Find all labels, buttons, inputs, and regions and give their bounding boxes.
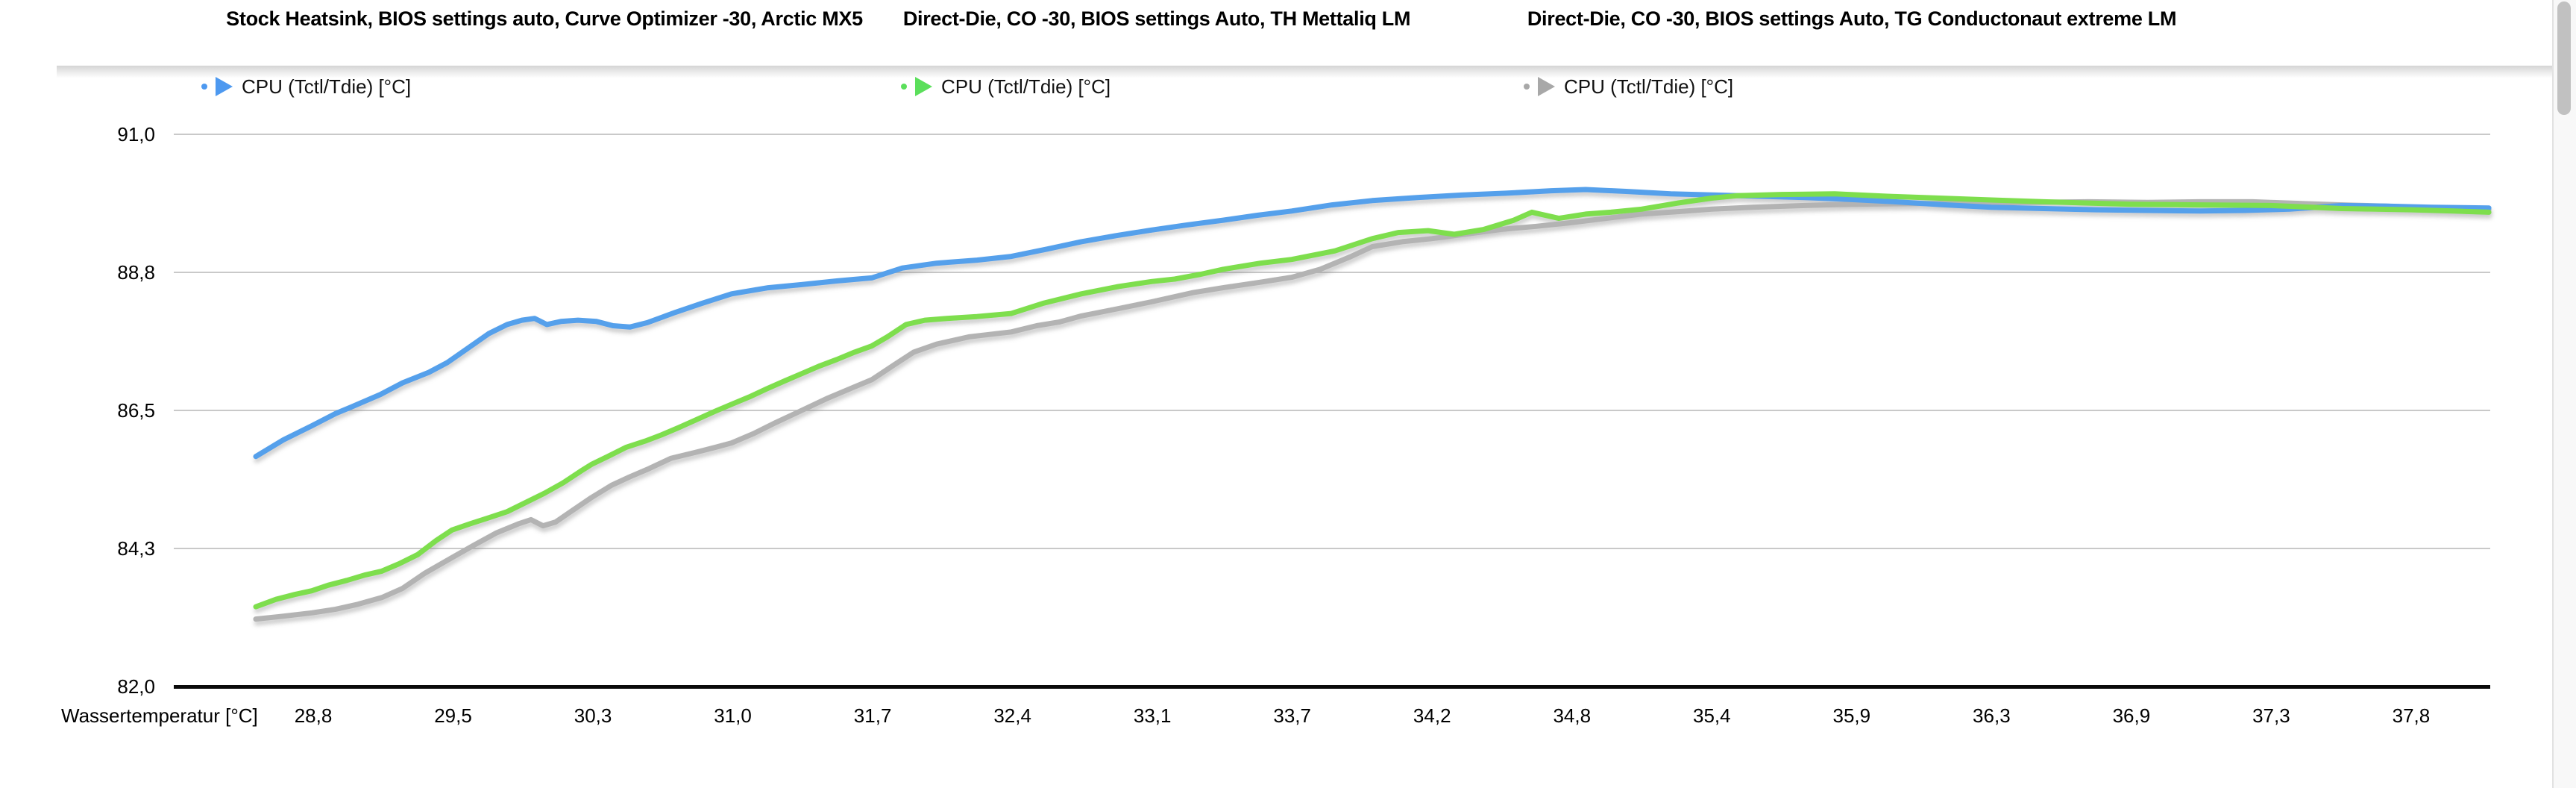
x-axis-tick-label: 37,3 bbox=[2252, 704, 2290, 727]
legend-dot-icon bbox=[901, 84, 907, 90]
legend-label: CPU (Tctl/Tdie) [°C] bbox=[1564, 75, 1734, 98]
legend-play-triangle-icon bbox=[915, 77, 932, 96]
gridline bbox=[174, 548, 2490, 549]
vertical-scrollbar-track[interactable] bbox=[2552, 0, 2576, 788]
legend-dot-icon bbox=[201, 84, 207, 90]
x-axis-tick-label: 35,4 bbox=[1692, 704, 1731, 727]
x-axis-tick-label: 33,1 bbox=[1133, 704, 1172, 727]
series-line-blue-stock-heatsink bbox=[253, 187, 2492, 460]
x-axis-tick-label: 34,8 bbox=[1553, 704, 1592, 727]
x-axis-tick-label: 36,9 bbox=[2112, 704, 2151, 727]
series-line-green-th-mettaliq bbox=[253, 191, 2492, 610]
legend-3[interactable]: CPU (Tctl/Tdie) [°C] bbox=[1524, 74, 1733, 99]
x-axis-tick-label: 28,8 bbox=[294, 704, 333, 727]
chart-title-2: Direct-Die, CO -30, BIOS settings Auto, … bbox=[902, 7, 1411, 30]
y-axis-tick-label: 88,8 bbox=[117, 261, 155, 284]
y-axis-tick-label: 84,3 bbox=[117, 537, 155, 560]
gridline bbox=[174, 134, 2490, 135]
x-axis-tick-label: 31,7 bbox=[853, 704, 892, 727]
legend-label: CPU (Tctl/Tdie) [°C] bbox=[941, 75, 1111, 98]
legend-play-triangle-icon bbox=[1538, 77, 1555, 96]
y-axis-tick-label: 91,0 bbox=[117, 123, 155, 146]
legend-dot-icon bbox=[1524, 84, 1530, 90]
x-axis-tick-label: 30,3 bbox=[574, 704, 612, 727]
x-axis-tick-label: 31,0 bbox=[714, 704, 752, 727]
x-axis-line bbox=[174, 685, 2490, 689]
x-axis-tick-label: 32,4 bbox=[993, 704, 1031, 727]
y-axis-tick-label: 82,0 bbox=[117, 675, 155, 698]
chart-title-3: Direct-Die, CO -30, BIOS settings Auto, … bbox=[1527, 7, 2177, 30]
chart-title-1: Stock Heatsink, BIOS settings auto, Curv… bbox=[226, 7, 863, 30]
x-axis-tick-label: 33,7 bbox=[1273, 704, 1311, 727]
x-axis-tick-label: 36,3 bbox=[1973, 704, 2011, 727]
gridline bbox=[174, 410, 2490, 411]
x-axis-tick-label: 35,9 bbox=[1832, 704, 1871, 727]
legend-2[interactable]: CPU (Tctl/Tdie) [°C] bbox=[901, 74, 1110, 99]
header-divider-band bbox=[57, 66, 2554, 78]
y-axis-tick-label: 86,5 bbox=[117, 399, 155, 422]
x-axis-title: Wassertemperatur [°C] bbox=[61, 704, 258, 727]
x-axis-tick-label: 29,5 bbox=[434, 704, 472, 727]
x-axis-tick-label: 37,8 bbox=[2392, 704, 2431, 727]
legend-label: CPU (Tctl/Tdie) [°C] bbox=[242, 75, 412, 98]
x-axis-tick-label: 34,2 bbox=[1413, 704, 1451, 727]
vertical-scrollbar-thumb[interactable] bbox=[2557, 1, 2571, 115]
legend-play-triangle-icon bbox=[216, 77, 233, 96]
series-line-gray-tg-conductonaut bbox=[253, 198, 2492, 622]
legend-1[interactable]: CPU (Tctl/Tdie) [°C] bbox=[201, 74, 411, 99]
gridline bbox=[174, 272, 2490, 273]
